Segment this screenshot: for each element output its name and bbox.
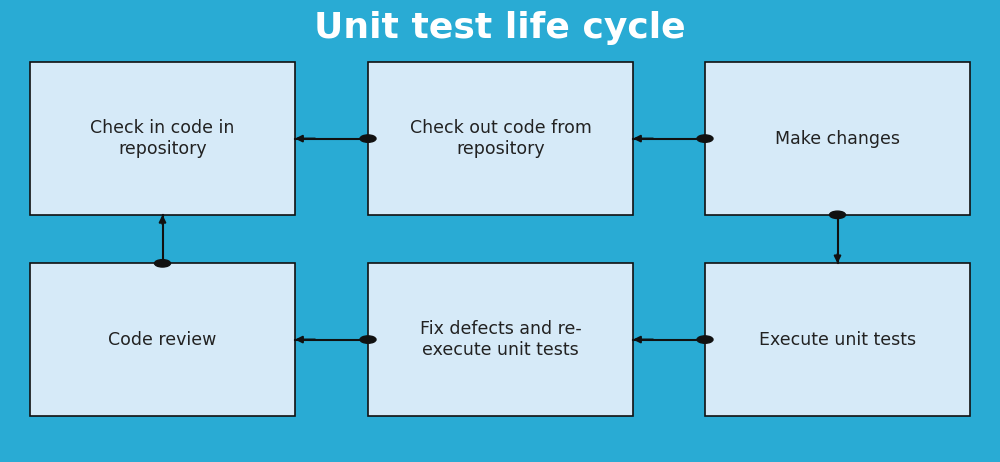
Text: Check in code in
repository: Check in code in repository [90,119,235,158]
Bar [30,263,295,416]
Bar [705,263,970,416]
Bar [30,62,295,215]
Circle shape [154,260,170,267]
Circle shape [830,211,846,219]
Text: Unit test life cycle: Unit test life cycle [314,11,686,45]
Circle shape [697,135,713,142]
Text: Execute unit tests: Execute unit tests [759,331,916,348]
Text: Check out code from
repository: Check out code from repository [410,119,591,158]
Bar [368,263,633,416]
Bar [705,62,970,215]
Text: Make changes: Make changes [775,130,900,147]
Text: Code review: Code review [108,331,217,348]
Circle shape [697,336,713,343]
Bar [368,62,633,215]
Circle shape [360,336,376,343]
Text: Fix defects and re-
execute unit tests: Fix defects and re- execute unit tests [420,320,581,359]
Circle shape [360,135,376,142]
